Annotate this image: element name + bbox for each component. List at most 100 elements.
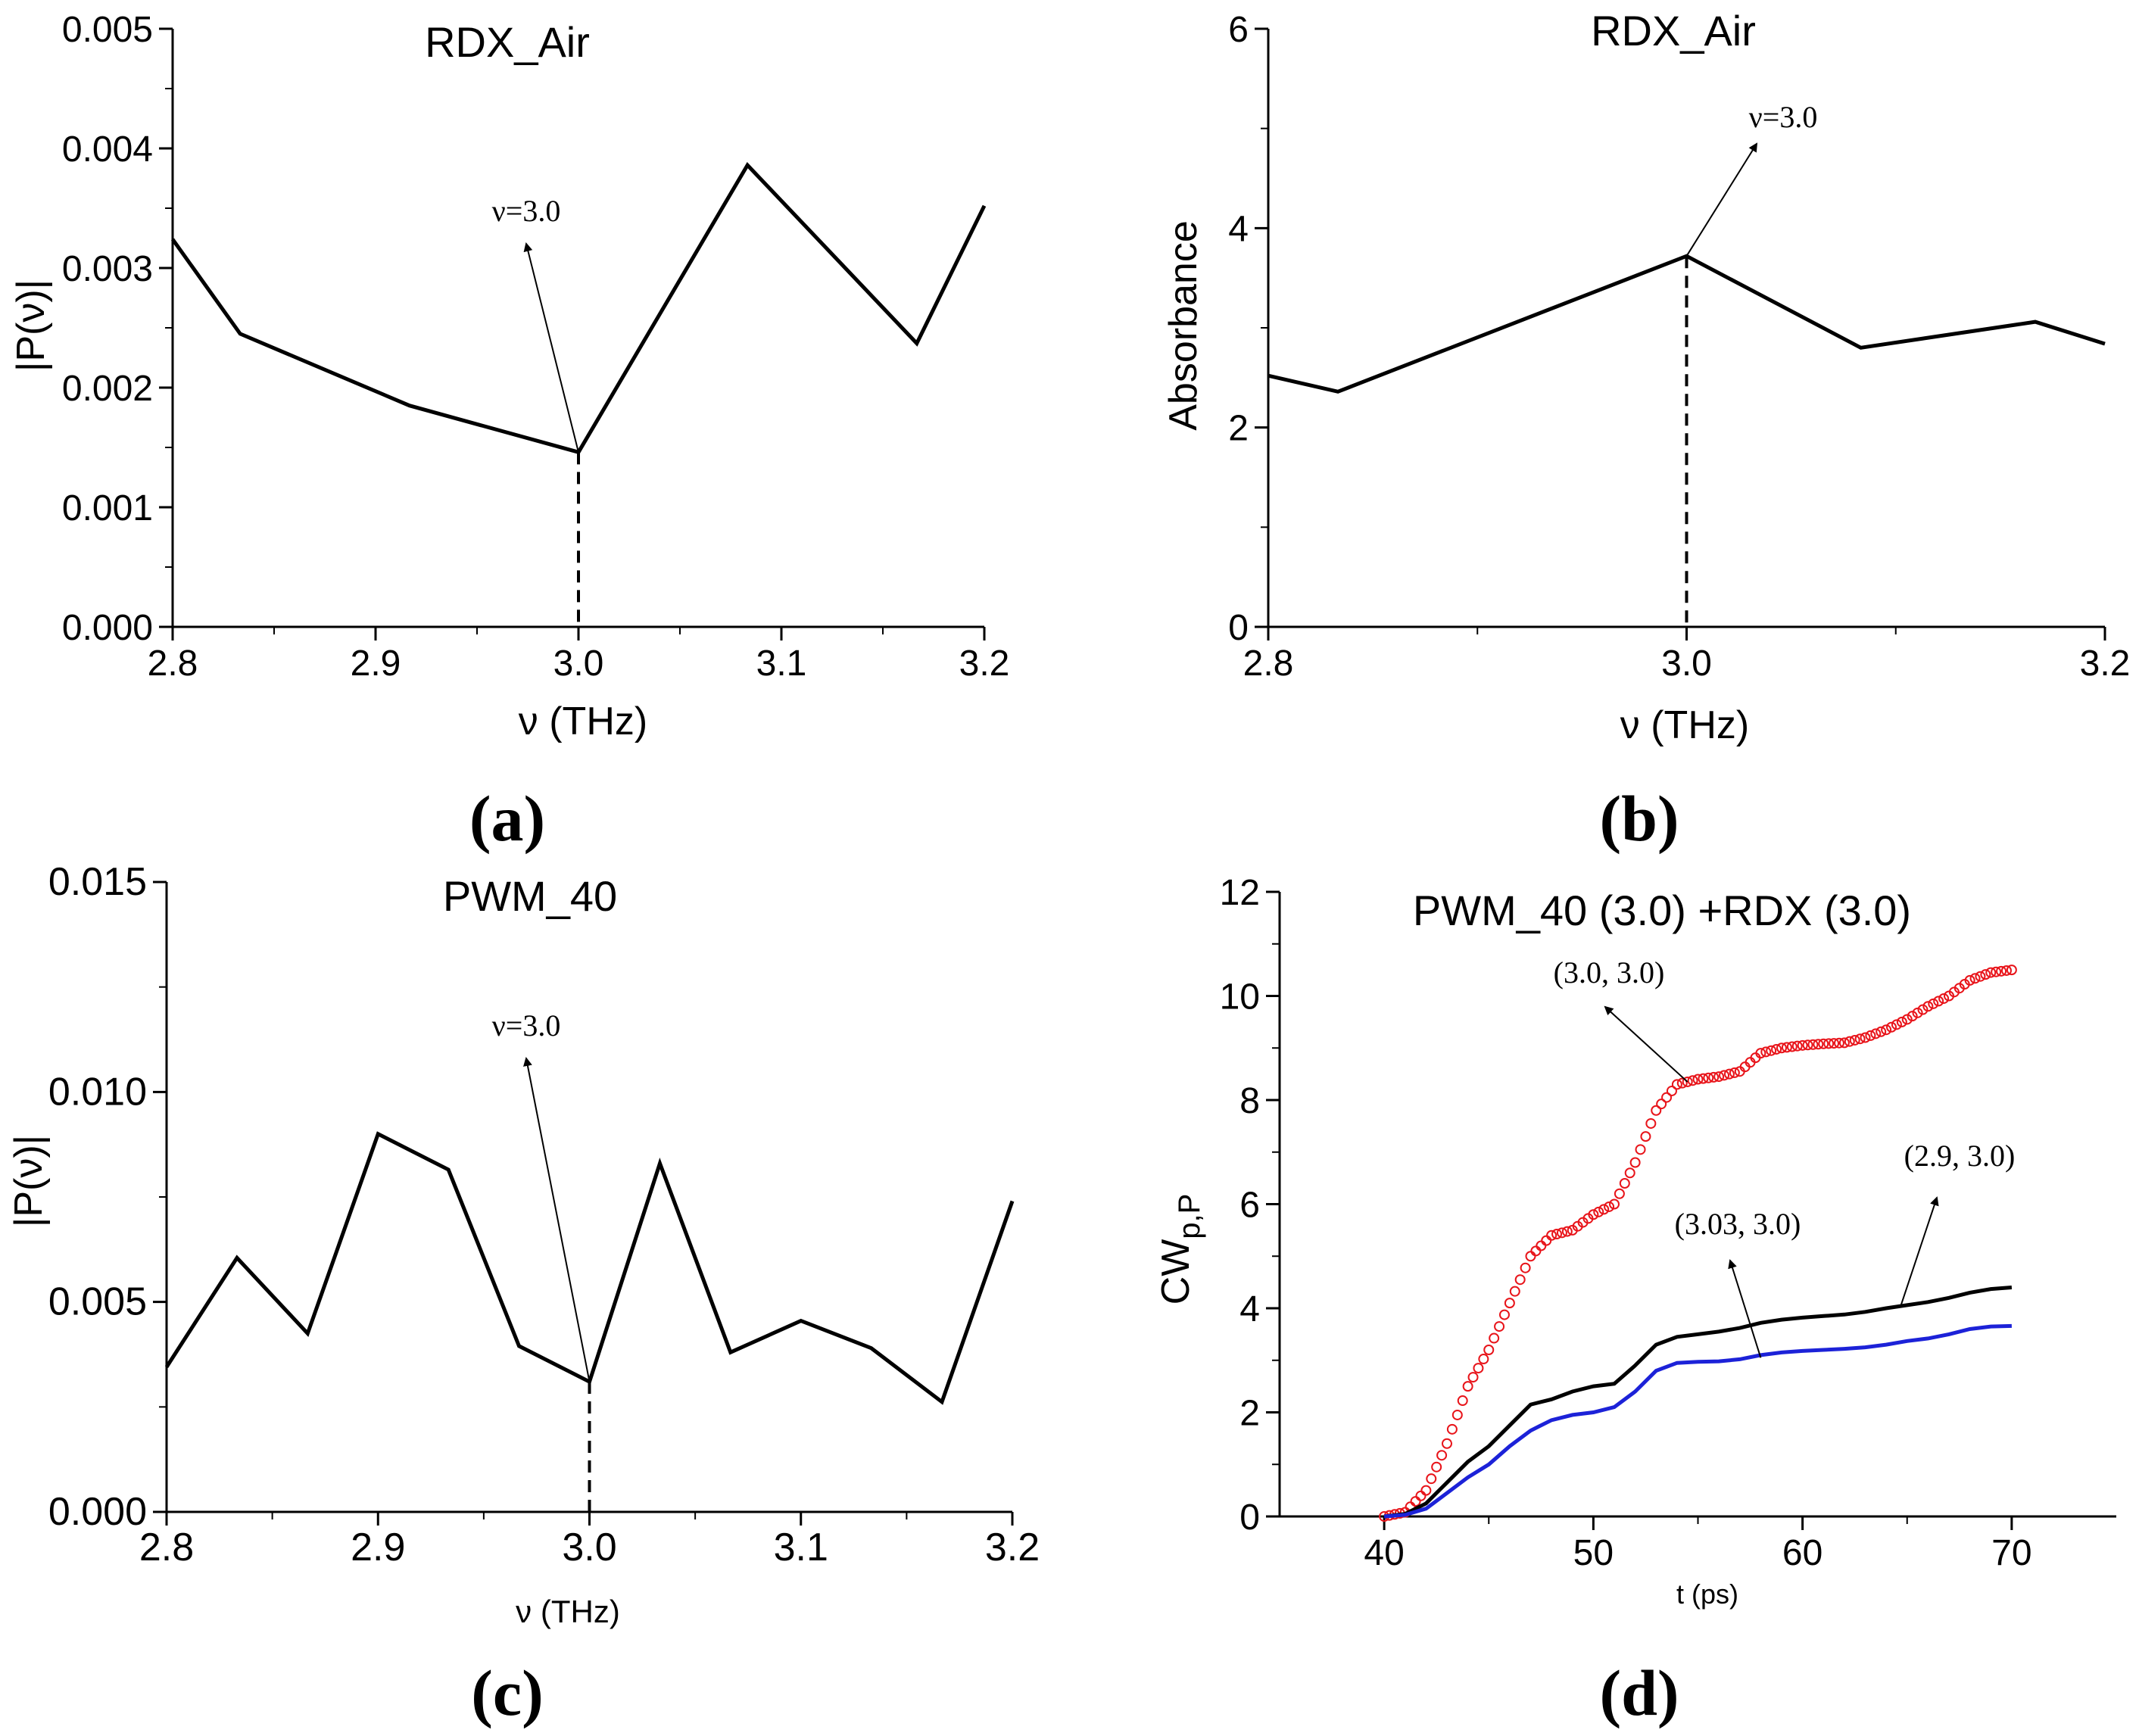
chart-d-data-point	[1891, 1019, 1902, 1030]
chart-d-data-point	[1446, 1423, 1458, 1435]
chart-a-y-tick-label: 0.001	[62, 488, 153, 528]
chart-d-data-point	[1996, 965, 2007, 977]
chart-d-data-point	[1671, 1079, 1682, 1090]
chart-d-data-point	[1541, 1235, 1552, 1246]
chart-d-data-point	[1713, 1071, 1725, 1083]
chart-a-x-tick-label: 3.2	[959, 644, 1010, 684]
chart-d-data-point	[1426, 1473, 1437, 1485]
chart-d-data-point	[1802, 1039, 1813, 1051]
chart-d-ylabel: CWp,P	[1154, 1194, 1206, 1305]
chart-d-data-point	[2006, 965, 2017, 976]
chart-d-data-point	[1546, 1230, 1557, 1241]
chart-c-series-line-0	[164, 1131, 1015, 1405]
chart-d-y-tick-label: 12	[1220, 873, 1260, 913]
chart-b-x-tick-label: 2.8	[1243, 644, 1294, 684]
chart-a-x-tick-label: 2.8	[148, 644, 198, 684]
chart-d-data-point	[1467, 1372, 1479, 1383]
chart-d-data-point	[1588, 1209, 1599, 1220]
chart-d-data-point	[1514, 1274, 1526, 1286]
chart-d-data-point	[1661, 1092, 1673, 1103]
chart-a-y-tick-label: 0.003	[62, 249, 153, 289]
chart-d-y-tick-label: 2	[1239, 1394, 1260, 1434]
chart-d-data-point	[1901, 1014, 1913, 1025]
chart-c-y-tick-label: 0.000	[48, 1490, 147, 1534]
chart-d-data-point	[1766, 1045, 1777, 1056]
chart-d-data-point	[1723, 1068, 1735, 1080]
chart-d-annotation-arrow	[1728, 1259, 1762, 1358]
chart-d-annotation-arrow	[1900, 1196, 1939, 1306]
chart-d-title: PWM_40 (3.0) +RDX (3.0)	[1413, 887, 1911, 934]
chart-d-data-point	[1755, 1048, 1766, 1059]
chart-d-panel-label: (d)	[1599, 1657, 1679, 1729]
chart-d-data-point	[1791, 1040, 1803, 1052]
chart-b-annotation: ν=3.0	[1749, 100, 1818, 134]
chart-d-data-point	[1907, 1011, 1918, 1022]
chart-d-x-tick-label: 50	[1573, 1533, 1614, 1573]
chart-d-data-point	[1876, 1026, 1887, 1037]
chart-d-data-point	[1807, 1039, 1819, 1050]
chart-d-data-point	[1870, 1028, 1882, 1039]
chart-d-data-point	[1457, 1395, 1468, 1407]
chart-d-data-point	[1556, 1227, 1567, 1239]
chart-panel-d: PWM_40 (3.0) +RDX (3.0) t (ps) CWp,P (d)…	[1154, 873, 2116, 1729]
chart-d-data-point	[1525, 1251, 1536, 1262]
chart-d-data-point	[1928, 998, 1939, 1009]
chart-d-xlabel: t (ps)	[1676, 1579, 1738, 1610]
chart-a-annotation: ν=3.0	[492, 194, 561, 228]
chart-d-data-point	[1609, 1198, 1620, 1210]
chart-d-data-point	[1410, 1496, 1421, 1507]
chart-d-data-point	[1656, 1099, 1667, 1110]
chart-d-y-tick-label: 8	[1239, 1081, 1260, 1121]
chart-a-annotation-arrow	[523, 242, 579, 453]
chart-d-data-point	[1964, 974, 1975, 986]
chart-d-data-point	[1896, 1016, 1907, 1027]
chart-a-series-line-0	[170, 161, 987, 455]
chart-c-y-tick-label: 0.015	[48, 860, 147, 904]
chart-d-data-point	[1635, 1144, 1646, 1155]
chart-b-y-tick-label: 4	[1228, 209, 1249, 249]
chart-a-title: RDX_Air	[425, 18, 590, 66]
chart-d-data-point	[1991, 966, 2002, 977]
chart-d-data-point	[1771, 1043, 1782, 1055]
chart-a-x-tick-label: 2.9	[351, 644, 401, 684]
chart-d-data-point	[1886, 1021, 1897, 1033]
chart-d-series-0	[1379, 965, 2017, 1522]
chart-d-y-tick-label: 0	[1239, 1498, 1260, 1538]
chart-d-data-point	[1818, 1038, 1829, 1049]
chart-d-data-point	[1833, 1037, 1844, 1049]
chart-d-series-annotation: (3.03, 3.0)	[1675, 1207, 1801, 1241]
chart-c-x-tick-label: 2.9	[351, 1526, 405, 1569]
chart-d-ylabel-main: CW	[1154, 1239, 1198, 1305]
chart-b-marks	[1267, 142, 2106, 627]
chart-d-data-point	[1922, 1001, 1934, 1012]
chart-d-series-annotation: (2.9, 3.0)	[1904, 1139, 2016, 1173]
chart-c-x-tick-label: 3.0	[562, 1526, 616, 1569]
chart-b-x-tick-label: 3.2	[2080, 644, 2131, 684]
chart-d-data-point	[1489, 1332, 1500, 1344]
chart-a-ticks: 2.8 2.9 3.0 3.1 3.2 0.000 0.001 0.002 0.003 0.004…	[62, 10, 1009, 684]
chart-d-data-point	[1823, 1038, 1835, 1049]
chart-d-x-tick-label: 40	[1364, 1533, 1404, 1573]
chart-d-ylabel-sub: p,P	[1173, 1194, 1206, 1239]
chart-d-data-point	[1860, 1032, 1871, 1043]
chart-d-data-point	[1980, 969, 1991, 980]
chart-d-data-point	[1483, 1345, 1495, 1355]
chart-d-data-point	[1451, 1409, 1463, 1420]
chart-d-data-point	[1975, 971, 1986, 982]
chart-d-data-point	[1473, 1363, 1484, 1374]
chart-d-data-point	[1912, 1007, 1923, 1018]
chart-d-data-point	[1598, 1204, 1610, 1215]
chart-c-x-tick-label: 3.2	[985, 1526, 1040, 1569]
chart-d-data-point	[1431, 1461, 1442, 1473]
chart-d-data-point	[1729, 1067, 1740, 1078]
chart-d-data-point	[1682, 1076, 1693, 1087]
chart-c-annotation: ν=3.0	[492, 1008, 561, 1043]
chart-d-data-point	[1786, 1041, 1798, 1052]
chart-d-data-point	[1719, 1070, 1730, 1081]
chart-d-data-point	[1462, 1381, 1473, 1392]
chart-d-data-point	[1985, 967, 1997, 978]
chart-b-ylabel: Absorbance	[1161, 220, 1205, 431]
chart-d-data-point	[1969, 973, 1981, 984]
chart-d-data-point	[1933, 996, 1944, 1007]
chart-a-xlabel: ν (THz)	[519, 700, 647, 743]
